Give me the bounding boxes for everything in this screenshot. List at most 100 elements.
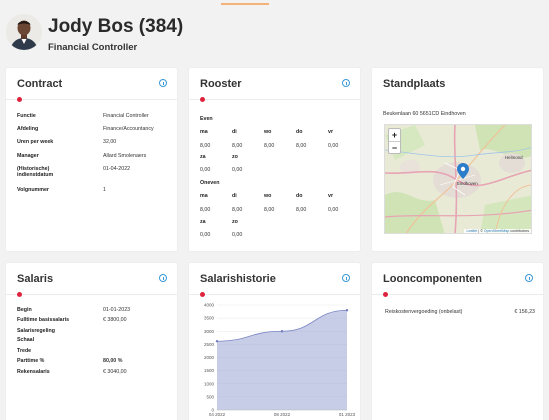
y-tick-label: 2000 bbox=[204, 355, 215, 360]
salary-history-chart: 0 500 1000 1500 2000 2500 3000 3500 4000 04 2022 0… bbox=[204, 303, 356, 417]
divider bbox=[6, 99, 177, 100]
contract-title: Contract bbox=[17, 78, 63, 90]
data-point bbox=[345, 309, 349, 312]
day-label: ma bbox=[200, 193, 208, 199]
top-accent-line bbox=[221, 3, 269, 5]
employee-header: Jody Bos (384) Financial Controller bbox=[0, 0, 549, 62]
contract-key: Afdeling bbox=[17, 126, 39, 132]
series-area bbox=[217, 310, 347, 410]
y-tick-label: 0 bbox=[211, 408, 214, 413]
contract-value: Finance/Accountancy bbox=[103, 126, 154, 132]
day-label: za bbox=[200, 154, 206, 160]
rooster-odd-label: Oneven bbox=[200, 180, 220, 186]
divider bbox=[189, 99, 360, 100]
divider bbox=[372, 294, 543, 295]
hours-value: 8,00 bbox=[264, 207, 275, 213]
day-label: do bbox=[296, 129, 303, 135]
hours-value: 8,00 bbox=[296, 207, 307, 213]
leaflet-link[interactable]: Leaflet bbox=[466, 229, 478, 233]
day-label: vr bbox=[328, 193, 334, 199]
hours-value: 0,00 bbox=[200, 167, 211, 173]
info-icon[interactable] bbox=[159, 274, 167, 282]
hours-value: 8,00 bbox=[296, 143, 307, 149]
salaris-key: Schaal bbox=[17, 337, 35, 343]
divider bbox=[6, 294, 177, 295]
status-dot bbox=[17, 97, 22, 102]
attribution-sep: | © bbox=[477, 229, 484, 233]
salaris-value: 01-01-2023 bbox=[103, 307, 131, 313]
contract-card: Contract Functie Financial Controller Af… bbox=[6, 68, 177, 251]
day-label: ma bbox=[200, 129, 208, 135]
hours-value: 8,00 bbox=[200, 143, 211, 149]
zoom-out-button[interactable]: − bbox=[389, 141, 400, 153]
day-label: vr bbox=[328, 129, 334, 135]
hours-value: 8,00 bbox=[200, 207, 211, 213]
osm-link[interactable]: OpenStreetMap bbox=[483, 229, 510, 233]
hours-value: 8,00 bbox=[232, 143, 243, 149]
hours-value: 0,00 bbox=[232, 232, 243, 238]
contract-key: (Historische) indienstdatum bbox=[17, 166, 54, 178]
map-attribution: Leaflet | © OpenStreetMap contributors bbox=[464, 229, 531, 233]
contract-key: Functie bbox=[17, 113, 36, 119]
contract-value: Allard Smolenaers bbox=[103, 153, 147, 159]
status-dot bbox=[200, 97, 205, 102]
x-tick-label: 04 2022 bbox=[209, 412, 226, 417]
salarishistorie-card: Salarishistorie 0 500 1000 1500 2000 2500 3000… bbox=[189, 263, 360, 420]
salaris-key: Fulltime basissalaris bbox=[17, 317, 70, 323]
hours-value: 0,00 bbox=[328, 207, 339, 213]
y-tick-label: 2500 bbox=[204, 342, 215, 347]
data-point bbox=[215, 340, 219, 343]
salaris-key: Parttime % bbox=[17, 358, 45, 364]
salaris-value: € 3800,00 bbox=[103, 317, 127, 323]
salarishistorie-title: Salarishistorie bbox=[200, 273, 276, 285]
address: Beukenlaan 60 5651CD Eindhoven bbox=[383, 111, 466, 117]
y-tick-label: 1000 bbox=[204, 381, 215, 386]
contract-key: Manager bbox=[17, 153, 39, 159]
rooster-card: Rooster Even ma di wo do vr 8,00 8,00 8,… bbox=[189, 68, 360, 251]
salaris-card: Salaris Begin 01-01-2023 Fulltime basiss… bbox=[6, 263, 177, 420]
rooster-even-label: Even bbox=[200, 116, 213, 122]
standplaats-title: Standplaats bbox=[383, 78, 446, 90]
contract-value: 1 bbox=[103, 187, 106, 193]
info-icon[interactable] bbox=[525, 274, 533, 282]
contract-value: Financial Controller bbox=[103, 113, 149, 119]
salaris-value: 80,00 % bbox=[103, 358, 123, 364]
employee-role: Financial Controller bbox=[48, 42, 138, 53]
map-marker-icon[interactable] bbox=[457, 163, 469, 179]
day-label: do bbox=[296, 193, 303, 199]
x-tick-label: 08 2022 bbox=[274, 412, 291, 417]
y-tick-label: 3500 bbox=[204, 316, 215, 321]
zoom-in-button[interactable]: + bbox=[391, 130, 398, 140]
data-point bbox=[280, 330, 284, 333]
salaris-key: Trede bbox=[17, 348, 32, 354]
avatar bbox=[6, 14, 42, 50]
y-tick-label: 4000 bbox=[204, 303, 215, 308]
day-label: wo bbox=[264, 193, 272, 199]
day-label: wo bbox=[264, 129, 272, 135]
contract-key: Volgnummer bbox=[17, 187, 49, 193]
day-label: zo bbox=[232, 154, 238, 160]
attribution-suffix: contributors bbox=[509, 229, 529, 233]
status-dot bbox=[200, 292, 205, 297]
status-dot bbox=[383, 292, 388, 297]
hours-value: 0,00 bbox=[328, 143, 339, 149]
y-tick-label: 500 bbox=[206, 394, 214, 399]
location-map[interactable]: Eindhoven Helmond + − Leaflet | © OpenSt… bbox=[384, 124, 532, 234]
info-icon[interactable] bbox=[342, 274, 350, 282]
x-tick-label: 01 2023 bbox=[339, 412, 356, 417]
salaris-value: € 3040,00 bbox=[103, 369, 127, 375]
contract-value: 01-04-2022 bbox=[103, 166, 131, 172]
info-icon[interactable] bbox=[159, 79, 167, 87]
salaris-title: Salaris bbox=[17, 273, 54, 285]
salaris-key: Begin bbox=[17, 307, 32, 313]
info-icon[interactable] bbox=[342, 79, 350, 87]
looncomponent-value: € 156,23 bbox=[514, 309, 535, 315]
hours-value: 0,00 bbox=[200, 232, 211, 238]
salaris-key: Salarisregeling bbox=[17, 328, 55, 334]
map-zoom-control: + − bbox=[388, 128, 401, 154]
looncomponenten-title: Looncomponenten bbox=[383, 273, 482, 285]
contract-key: Uren per week bbox=[17, 139, 54, 145]
standplaats-card: Standplaats Beukenlaan 60 5651CD Eindhov… bbox=[372, 68, 543, 251]
status-dot bbox=[17, 292, 22, 297]
day-label: zo bbox=[232, 219, 238, 225]
